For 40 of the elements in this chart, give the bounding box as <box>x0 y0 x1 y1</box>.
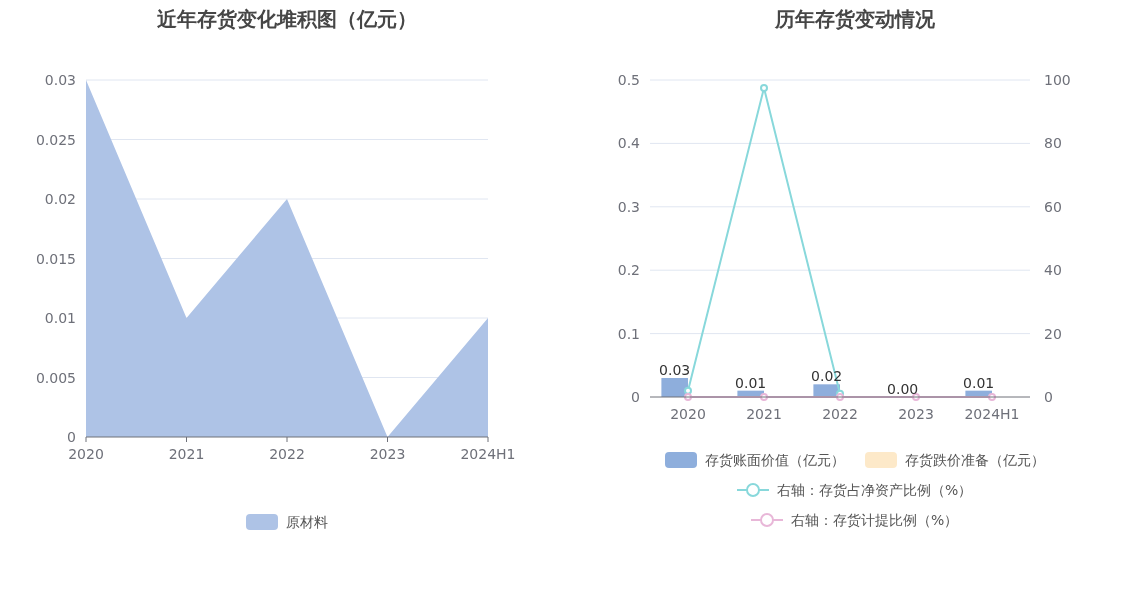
y2-tick-label: 0 <box>1044 389 1053 405</box>
y-tick-label: 0 <box>631 389 640 405</box>
legend-label: 右轴：存货占净资产比例（%） <box>777 482 973 498</box>
y-tick-label: 0.2 <box>617 262 640 279</box>
y-tick-label: 0.1 <box>617 325 640 342</box>
y2-tick-label: 100 <box>1044 72 1071 88</box>
y2-tick-label: 60 <box>1044 198 1062 215</box>
y2-tick-label: 20 <box>1044 325 1062 342</box>
y-tick-label: 0.015 <box>35 250 76 267</box>
legend-label: 存货账面价值（亿元） <box>705 452 845 468</box>
y-tick-label: 0 <box>67 429 76 445</box>
y2-tick-label: 40 <box>1044 262 1062 279</box>
x-tick-label: 2022 <box>822 406 858 422</box>
y-tick-label: 0.025 <box>35 131 76 148</box>
y2-tick-label: 80 <box>1044 135 1062 152</box>
x-tick-label: 2021 <box>168 446 205 462</box>
x-tick-label: 2020 <box>68 446 104 462</box>
y-tick-label: 0.02 <box>44 191 76 207</box>
data-label: 0.00 <box>887 381 919 397</box>
y-tick-label: 0.005 <box>35 369 76 386</box>
x-tick-label: 2021 <box>746 406 782 422</box>
data-label: 0.01 <box>735 374 767 391</box>
data-label: 0.03 <box>659 361 691 378</box>
x-tick-label: 2022 <box>269 446 305 462</box>
x-tick-label: 2024H1 <box>964 406 1020 422</box>
x-tick-label: 2023 <box>369 446 406 462</box>
x-tick-label: 2020 <box>670 406 706 422</box>
data-label: 0.01 <box>963 374 995 391</box>
legend-label: 右轴：存货计提比例（%） <box>791 512 959 528</box>
y-tick-label: 0.3 <box>617 198 640 215</box>
chart-title: 近年存货变化堆积图（亿元） <box>156 7 417 31</box>
x-tick-label: 2023 <box>898 406 934 422</box>
x-tick-label: 2024H1 <box>460 446 516 462</box>
y-tick-label: 0.5 <box>617 72 640 88</box>
y-tick-label: 0.03 <box>44 72 76 88</box>
legend-label: 存货跌价准备（亿元） <box>905 452 1045 468</box>
chart-title: 历年存货变动情况 <box>774 7 936 31</box>
y-tick-label: 0.01 <box>44 310 76 326</box>
legend-label: 原材料 <box>286 514 328 530</box>
y-tick-label: 0.4 <box>617 135 641 152</box>
